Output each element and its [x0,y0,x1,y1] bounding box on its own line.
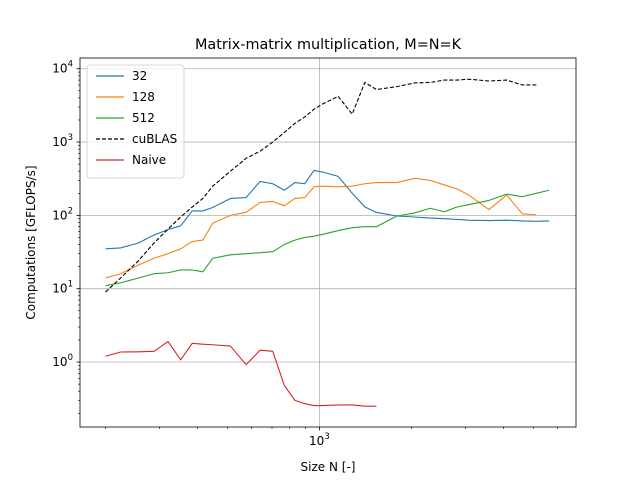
y-tick-label: 100 [52,353,73,369]
y-tick-label: 104 [52,60,73,76]
y-tick-label: 102 [52,206,73,222]
legend-label-naive: Naive [132,153,166,167]
y-tick-label: 103 [52,133,73,149]
legend-box [86,64,185,179]
x-tick-label: 103 [309,432,330,448]
legend: 32 128 512 cuBLAS Naive [86,64,185,179]
y-axis-title: Computations [GFLOPS/s] [24,165,38,319]
axis-ticks: 103 100 101 102 103 104 [52,60,558,448]
series-line-512 [105,189,550,287]
series-line-128 [105,177,537,279]
legend-label-cublas: cuBLAS [132,132,177,146]
legend-label-32: 32 [132,69,147,83]
series-line-32 [105,169,550,250]
series-line-cublas [105,78,537,293]
series-layer [105,78,550,407]
x-axis-title: Size N [-] [301,460,356,474]
legend-label-512: 512 [132,111,155,125]
chart-title: Matrix-matrix multiplication, M=N=K [195,37,462,53]
legend-label-128: 128 [132,90,155,104]
grid-lines [80,58,576,427]
series-line-naive [105,341,377,407]
plot-area-frame [79,57,577,428]
y-tick-label: 101 [52,280,73,296]
